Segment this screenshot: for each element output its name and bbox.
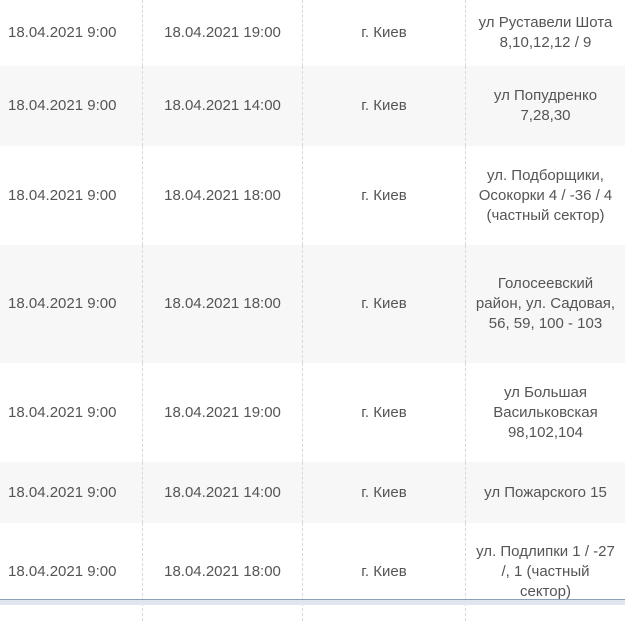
table-row: 18.04.2021 9:00 18.04.2021 14:00 г. Киев… — [0, 462, 625, 523]
address: Голосеевский район, ул. Садовая, 56, 59,… — [466, 245, 625, 363]
end-time: 18.04.2021 19:00 — [143, 0, 303, 66]
address: ул. Подлипки 1 / -27 /, 1 (частный секто… — [466, 523, 625, 621]
address: ул Попудренко 7,28,30 — [466, 66, 625, 146]
table-row: 18.04.2021 9:00 18.04.2021 18:00 г. Киев… — [0, 146, 625, 245]
table-row: 18.04.2021 9:00 18.04.2021 19:00 г. Киев… — [0, 363, 625, 462]
end-time: 18.04.2021 18:00 — [143, 523, 303, 621]
end-time: 18.04.2021 19:00 — [143, 363, 303, 462]
bottom-toolbar-strip — [0, 599, 625, 605]
start-time: 18.04.2021 9:00 — [0, 462, 143, 523]
city: г. Киев — [303, 146, 466, 245]
table-row: 18.04.2021 9:00 18.04.2021 14:00 г. Киев… — [0, 66, 625, 146]
city: г. Киев — [303, 66, 466, 146]
table-row: 18.04.2021 9:00 18.04.2021 18:00 г. Киев… — [0, 245, 625, 363]
table-row: 18.04.2021 9:00 18.04.2021 18:00 г. Киев… — [0, 523, 625, 621]
city: г. Киев — [303, 462, 466, 523]
start-time: 18.04.2021 9:00 — [0, 0, 143, 66]
city: г. Киев — [303, 245, 466, 363]
end-time: 18.04.2021 14:00 — [143, 462, 303, 523]
address: ул. Подборщики, Осокорки 4 / -36 / 4 (ча… — [466, 146, 625, 245]
start-time: 18.04.2021 9:00 — [0, 66, 143, 146]
start-time: 18.04.2021 9:00 — [0, 245, 143, 363]
start-time: 18.04.2021 9:00 — [0, 363, 143, 462]
end-time: 18.04.2021 18:00 — [143, 245, 303, 363]
city: г. Киев — [303, 363, 466, 462]
address: ул Большая Васильковская 98,102,104 — [466, 363, 625, 462]
end-time: 18.04.2021 18:00 — [143, 146, 303, 245]
city: г. Киев — [303, 0, 466, 66]
address: ул Руставели Шота 8,10,12,12 / 9 — [466, 0, 625, 66]
end-time: 18.04.2021 14:00 — [143, 66, 303, 146]
table-row: 18.04.2021 9:00 18.04.2021 19:00 г. Киев… — [0, 0, 625, 66]
start-time: 18.04.2021 9:00 — [0, 523, 143, 621]
start-time: 18.04.2021 9:00 — [0, 146, 143, 245]
city: г. Киев — [303, 523, 466, 621]
address: ул Пожарского 15 — [466, 462, 625, 523]
